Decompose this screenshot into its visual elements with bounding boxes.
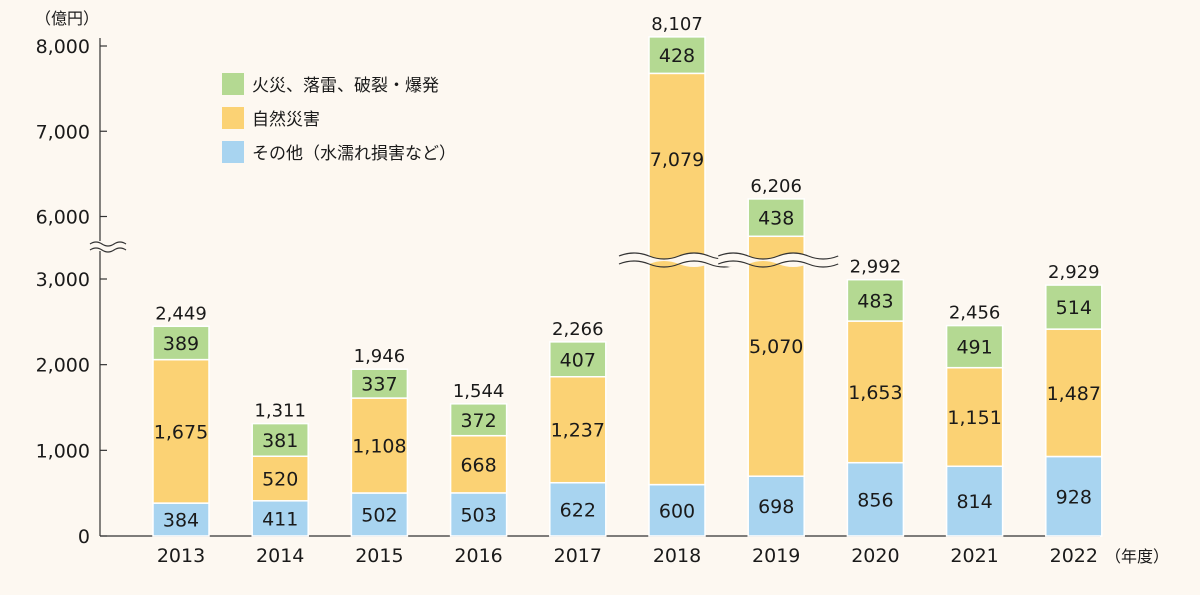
bar-segment [152,325,210,361]
total-value-label: 2,449 [155,303,207,324]
x-tick-label: 2021 [950,545,998,567]
x-tick-label: 2013 [157,545,205,567]
bar-segment [251,500,309,537]
segment-value-label: 668 [460,454,496,476]
segment-value-label: 1,151 [947,407,1001,429]
x-tick-label: 2016 [454,545,502,567]
y-tick-label: 6,000 [36,207,90,229]
segment-value-label: 814 [956,491,992,513]
x-tick-label: 2017 [554,545,602,567]
x-tick-label: 2022 [1050,545,1098,567]
segment-value-label: 372 [460,410,496,432]
legend-swatch [222,73,244,95]
total-value-label: 2,929 [1048,262,1100,283]
bar-segment [152,358,210,504]
bar-segment [549,481,607,537]
segment-value-label: 698 [758,496,794,518]
bar-segment [747,198,805,238]
y-tick-label: 8,000 [36,36,90,58]
segment-value-label: 384 [163,510,199,532]
y-tick-label: 0 [78,526,90,548]
segment-value-label: 428 [659,45,695,67]
segment-value-label: 514 [1056,297,1092,319]
axis-break-mark-top [89,241,127,247]
legend-swatch [222,141,244,163]
segment-value-label: 389 [163,333,199,355]
legend-entry: その他（水濡れ損害など） [252,144,456,164]
bar-segment [648,72,706,486]
y-unit-label: （億円） [35,9,99,28]
total-value-label: 1,544 [453,381,505,402]
bar-segment [350,492,409,537]
segment-value-label: 600 [659,500,695,522]
legend-entry: 火災、落雷、破裂・爆発 [252,76,439,96]
segment-value-label: 502 [361,504,397,526]
bar-break-mark-top [717,252,839,260]
segment-value-label: 407 [560,349,596,371]
bar-segment [350,368,409,399]
segment-value-label: 5,070 [749,336,803,358]
y-tick-label: 7,000 [36,121,90,143]
segment-value-label: 520 [262,469,298,491]
segment-value-label: 1,675 [154,421,208,443]
bar-segment [747,475,805,537]
y-tick-label: 3,000 [36,269,90,291]
x-tick-label: 2020 [851,545,899,567]
segment-value-label: 7,079 [650,149,704,171]
bar-segment [449,403,508,437]
bar-segment [846,461,905,537]
segment-value-label: 1,108 [352,436,406,458]
x-unit-label: （年度） [1105,547,1169,566]
legend-entry: 自然災害 [252,110,320,130]
segment-value-label: 928 [1056,486,1092,508]
segment-value-label: 503 [460,504,496,526]
labels: 384 1,675 389 2,449 2013 411 520 381 1,311 2014 50… [154,14,1101,567]
bar-break-mark-top [618,252,740,260]
bar-break-mark-bottom [618,260,740,268]
total-value-label: 1,946 [354,346,406,367]
segment-value-label: 1,653 [848,382,902,404]
x-tick-label: 2014 [256,545,304,567]
bar-segment [350,397,409,494]
y-tick-label: 1,000 [36,440,90,462]
segment-value-label: 411 [262,508,298,530]
legend-swatch [222,107,244,129]
total-value-label: 2,266 [552,319,604,340]
total-value-label: 1,311 [254,401,306,422]
bar-segment [152,502,210,537]
bar-segment [648,36,706,75]
segment-value-label: 622 [560,499,596,521]
segment-value-label: 856 [857,489,893,511]
total-value-label: 2,456 [949,303,1001,324]
total-value-label: 6,206 [750,176,802,197]
bars [152,36,1103,537]
segment-value-label: 1,237 [551,420,605,442]
bar-segment [945,366,1004,468]
axis-break-mark-bottom [89,247,127,253]
bar-segment [945,324,1004,369]
bar-segment [1045,455,1103,537]
x-tick-label: 2019 [752,545,800,567]
segment-value-label: 337 [361,374,397,396]
segment-value-label: 381 [262,430,298,452]
bar-segment [251,422,309,457]
x-tick-label: 2018 [653,545,701,567]
bar-segment [549,341,607,378]
segment-value-label: 483 [857,290,893,312]
segment-value-label: 438 [758,208,794,230]
segment-value-label: 1,487 [1047,383,1101,405]
bar-segment [251,455,309,502]
x-tick-label: 2015 [355,545,403,567]
segment-value-label: 491 [956,337,992,359]
total-value-label: 2,992 [850,257,902,278]
bar-break-mark-bottom [717,260,839,268]
total-value-label: 8,107 [651,14,703,35]
bar-segment [846,278,905,322]
bar-segment [1045,284,1103,330]
bar-segment [747,235,805,477]
y-tick-label: 2,000 [36,355,90,377]
